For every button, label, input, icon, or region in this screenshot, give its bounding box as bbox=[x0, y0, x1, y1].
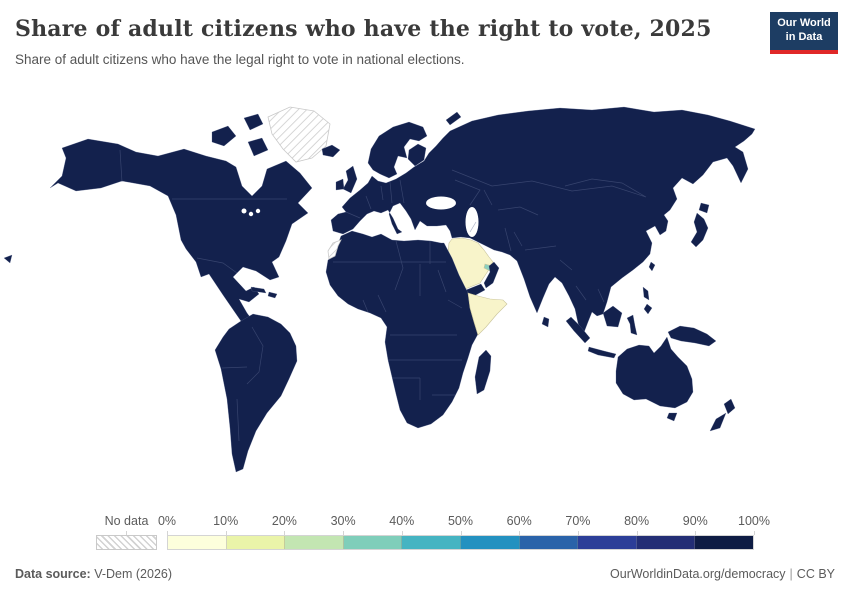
legend-swatch-20-30%[interactable] bbox=[285, 536, 344, 549]
legend-tick-label-20%: 20% bbox=[271, 514, 297, 528]
legend-swatches bbox=[167, 535, 754, 550]
region-cuba[interactable] bbox=[250, 286, 267, 294]
chart-subtitle: Share of adult citizens who have the leg… bbox=[15, 52, 465, 67]
legend-swatch-10-20%[interactable] bbox=[226, 536, 286, 549]
region-sulawesi[interactable] bbox=[626, 314, 638, 336]
country-borders bbox=[119, 149, 647, 442]
owid-logo-line1: Our World bbox=[777, 17, 831, 30]
region-hispaniola[interactable] bbox=[267, 291, 278, 299]
region-north-america[interactable] bbox=[49, 138, 313, 325]
legend-tick-label-30%: 30% bbox=[330, 514, 356, 528]
legend-tick-mark bbox=[343, 531, 345, 535]
legend-swatch-60-70%[interactable] bbox=[519, 536, 579, 549]
region-eurasia[interactable] bbox=[330, 106, 756, 336]
legend-tick-label-90%: 90% bbox=[682, 514, 708, 528]
legend-swatch-0-10%[interactable] bbox=[168, 536, 227, 549]
region-tasmania[interactable] bbox=[666, 412, 678, 422]
legend-tick-mark bbox=[225, 531, 227, 535]
legend-tick-mark bbox=[284, 531, 286, 535]
legend-tick-label-60%: 60% bbox=[506, 514, 532, 528]
legend-tick-mark bbox=[401, 531, 403, 535]
owid-logo-line2: in Data bbox=[785, 31, 823, 43]
legend-tick-label-70%: 70% bbox=[565, 514, 591, 528]
region-java[interactable] bbox=[587, 346, 617, 359]
region-oman[interactable] bbox=[483, 261, 500, 289]
footer-separator: | bbox=[789, 567, 793, 581]
legend-swatch-90-100%[interactable] bbox=[695, 536, 753, 549]
legend-tick-label-80%: 80% bbox=[624, 514, 650, 528]
region-south-america[interactable] bbox=[214, 313, 298, 473]
region-western-sahara-no-data[interactable] bbox=[327, 239, 342, 260]
legend-tick-mark bbox=[167, 531, 168, 535]
legend-tick-mark bbox=[577, 531, 579, 535]
legend-tick-label-100%: 100% bbox=[738, 514, 770, 528]
no-data-swatch[interactable] bbox=[96, 535, 157, 550]
legend-swatch-70-80%[interactable] bbox=[578, 536, 637, 549]
region-ireland[interactable] bbox=[335, 178, 345, 191]
legend-tick-mark bbox=[636, 531, 638, 535]
great-lakes bbox=[241, 208, 261, 217]
legend-tick-label-0%: 0% bbox=[157, 514, 177, 528]
region-australia[interactable] bbox=[615, 336, 694, 409]
legend-bar: 0% 10% 20% 30% 40% 50% 60% 70% 80% 90% 100% bbox=[158, 514, 770, 554]
region-sri-lanka[interactable] bbox=[541, 316, 550, 328]
site-link[interactable]: OurWorldinData.org/democracy bbox=[610, 567, 786, 581]
data-source-value: V-Dem (2026) bbox=[94, 567, 173, 581]
region-borneo[interactable] bbox=[602, 305, 623, 328]
chart-footer: Data source: V-Dem (2026) OurWorldinData… bbox=[15, 567, 835, 581]
legend-tick-label-10%: 10% bbox=[213, 514, 239, 528]
region-japan[interactable] bbox=[690, 202, 710, 248]
region-antimeridian-fragment bbox=[3, 254, 13, 264]
legend-swatch-30-40%[interactable] bbox=[343, 536, 403, 549]
region-united-kingdom[interactable] bbox=[342, 165, 358, 194]
legend-no-data[interactable]: No data bbox=[96, 514, 157, 550]
region-africa[interactable] bbox=[325, 230, 479, 429]
data-source: Data source: V-Dem (2026) bbox=[15, 567, 172, 581]
region-taiwan[interactable] bbox=[648, 261, 656, 272]
legend-tick-label-40%: 40% bbox=[389, 514, 415, 528]
region-philippines[interactable] bbox=[642, 286, 653, 315]
legend-swatch-80-90%[interactable] bbox=[636, 536, 696, 549]
data-source-label: Data source: bbox=[15, 567, 91, 581]
legend-tick-label-50%: 50% bbox=[447, 514, 474, 528]
region-finland[interactable] bbox=[407, 143, 427, 167]
legend-swatch-40-50%[interactable] bbox=[402, 536, 461, 549]
legend-no-data-label: No data bbox=[104, 514, 149, 528]
legend-tick-mark bbox=[695, 531, 697, 535]
legend-tick-mark bbox=[460, 531, 462, 535]
region-sumatra[interactable] bbox=[565, 316, 591, 344]
region-iceland[interactable] bbox=[321, 144, 341, 158]
caspian-sea bbox=[465, 207, 479, 237]
footer-links: OurWorldinData.org/democracy | CC BY bbox=[610, 567, 835, 581]
region-scandinavia[interactable] bbox=[367, 121, 428, 179]
region-new-guinea[interactable] bbox=[667, 325, 717, 347]
region-somalia[interactable] bbox=[467, 292, 508, 336]
region-novaya-zemlya[interactable] bbox=[445, 111, 462, 126]
legend-no-data-tick bbox=[126, 531, 127, 535]
legend-tick-mark bbox=[754, 531, 755, 535]
page-title: Share of adult citizens who have the rig… bbox=[15, 16, 712, 42]
owid-logo[interactable]: Our World in Data bbox=[770, 12, 838, 54]
map-legend: No data 0% 10% 20% 30% 40% 50% 60% 70% 80% 90% 100… bbox=[96, 514, 770, 554]
legend-tick-mark bbox=[519, 531, 521, 535]
black-sea bbox=[426, 196, 456, 210]
region-madagascar[interactable] bbox=[474, 349, 492, 395]
license-link[interactable]: CC BY bbox=[796, 567, 835, 581]
region-new-zealand[interactable] bbox=[709, 398, 736, 432]
legend-swatch-50-60%[interactable] bbox=[460, 536, 520, 549]
region-greenland-no-data[interactable] bbox=[267, 106, 331, 163]
region-arctic-islands[interactable] bbox=[211, 113, 269, 157]
